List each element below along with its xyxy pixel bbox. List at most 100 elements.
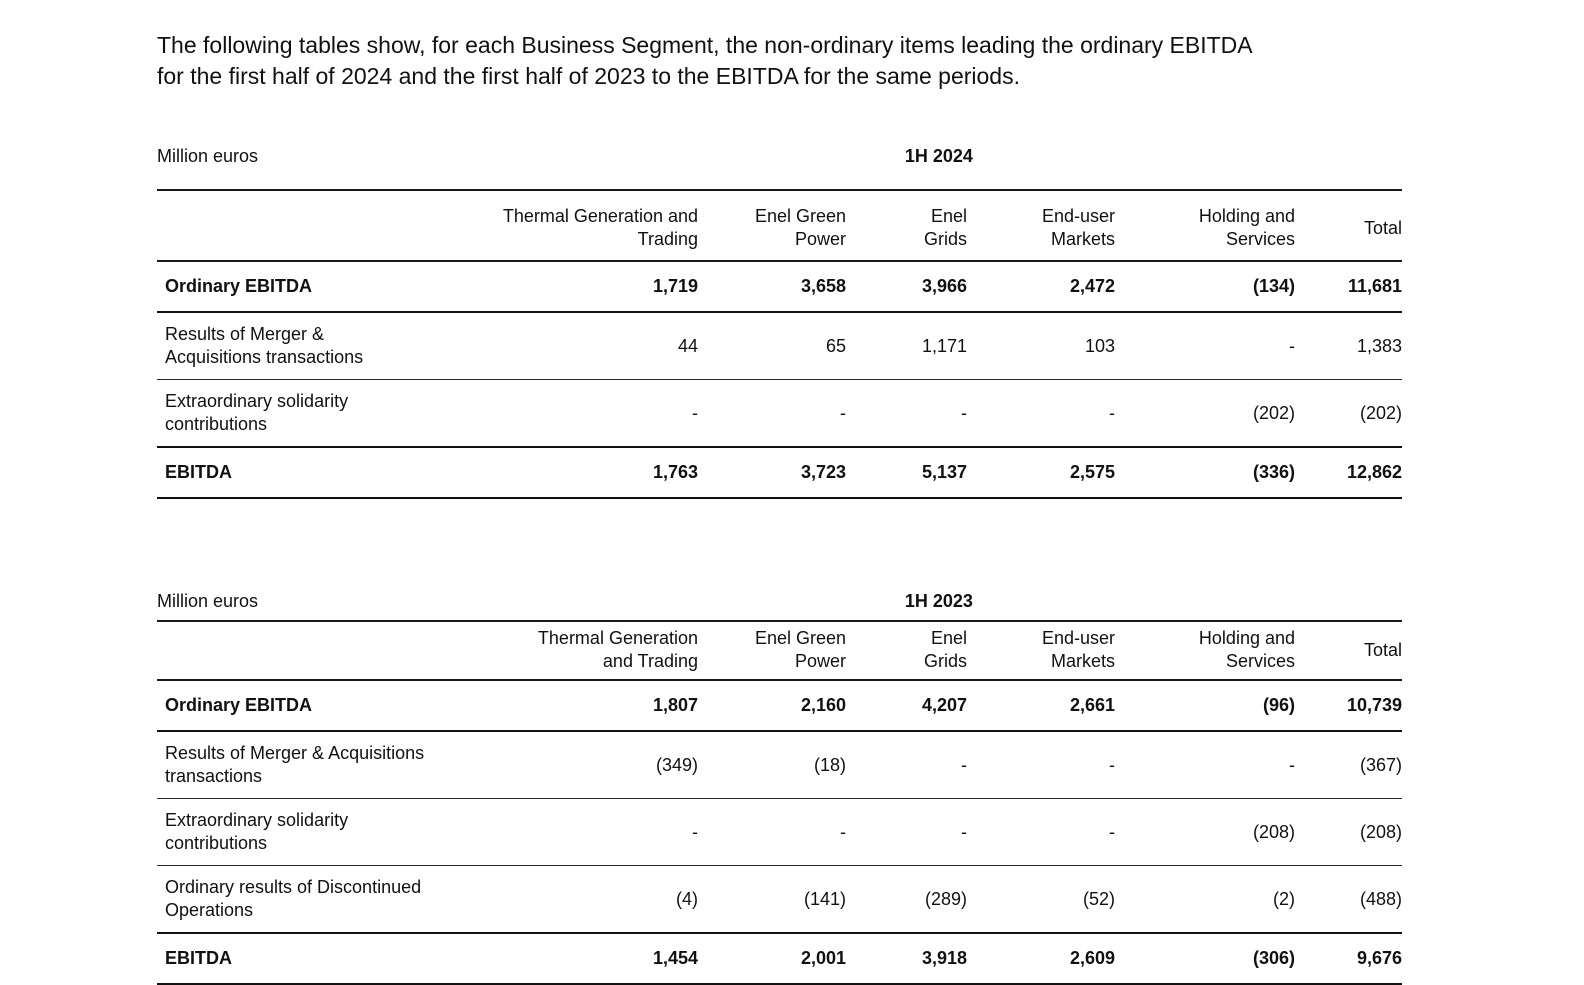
table-row: Results of Merger & Acquisitions transac… <box>157 731 1402 799</box>
cell-value: 44 <box>462 312 698 380</box>
column-header-row: Thermal Generation and Trading Enel Green… <box>157 621 1402 681</box>
cell-value: - <box>846 731 967 799</box>
cell-value: (336) <box>1115 447 1295 499</box>
cell-value: - <box>698 379 846 448</box>
cell-value: (18) <box>698 731 846 799</box>
period-label: 1H 2024 <box>904 146 973 166</box>
cell-value: 1,383 <box>1295 312 1402 380</box>
row-label: Extraordinary solidarity contributions <box>157 798 462 866</box>
row-label: Ordinary results of Discontinued Operati… <box>157 865 462 934</box>
column-header: Total <box>1295 621 1402 681</box>
cell-value: 3,723 <box>698 447 846 499</box>
row-label: Results of Merger & Acquisitions transac… <box>157 731 462 799</box>
row-label: Results of Merger & Acquisitions transac… <box>157 312 462 380</box>
cell-value: 2,575 <box>967 447 1115 499</box>
cell-value: - <box>698 798 846 866</box>
cell-value: 11,681 <box>1295 261 1402 313</box>
table-row: Results of Merger & Acquisitions transac… <box>157 312 1402 380</box>
cell-value: - <box>846 379 967 448</box>
table-row: Extraordinary solidarity contributions - -… <box>157 379 1402 448</box>
cell-value: - <box>462 798 698 866</box>
unit-label: Million euros <box>157 146 259 166</box>
cell-value: (202) <box>1295 379 1402 448</box>
cell-value: 1,763 <box>462 447 698 499</box>
cell-value: 2,661 <box>967 680 1115 732</box>
cell-value: 3,918 <box>846 933 967 985</box>
column-header-empty <box>157 621 462 681</box>
column-header: Enel Green Power <box>698 190 846 262</box>
column-header: Total <box>1295 190 1402 262</box>
cell-value: 1,719 <box>462 261 698 313</box>
row-label: Ordinary EBITDA <box>157 680 462 732</box>
cell-value: 5,137 <box>846 447 967 499</box>
cell-value: - <box>967 798 1115 866</box>
row-label: EBITDA <box>157 447 462 499</box>
cell-value: 10,739 <box>1295 680 1402 732</box>
segment-table: Million euros 1H 2023 Thermal Generation… <box>157 591 1402 985</box>
period-label: 1H 2023 <box>904 591 973 611</box>
cell-value: (367) <box>1295 731 1402 799</box>
cell-value: (141) <box>698 865 846 934</box>
segment-table: Million euros 1H 2024 Thermal Generation… <box>157 146 1402 499</box>
table-caption: Million euros 1H 2024 <box>157 146 1402 167</box>
cell-value: - <box>967 379 1115 448</box>
cell-value: 2,609 <box>967 933 1115 985</box>
cell-value: (349) <box>462 731 698 799</box>
row-label: Ordinary EBITDA <box>157 261 462 313</box>
column-header: Thermal Generation and Trading <box>462 621 698 681</box>
cell-value: (488) <box>1295 865 1402 934</box>
column-header: Holding and Services <box>1115 621 1295 681</box>
table-row: EBITDA 1,454 2,001 3,918 2,609 (306) 9,676 <box>157 933 1402 985</box>
cell-value: - <box>1115 731 1295 799</box>
cell-value: 4,207 <box>846 680 967 732</box>
cell-value: 65 <box>698 312 846 380</box>
column-header: End-user Markets <box>967 190 1115 262</box>
cell-value: 1,807 <box>462 680 698 732</box>
column-header: Thermal Generation and Trading <box>462 190 698 262</box>
cell-value: 3,966 <box>846 261 967 313</box>
cell-value: (208) <box>1115 798 1295 866</box>
table-row: Ordinary EBITDA 1,719 3,658 3,966 2,472 (134)… <box>157 261 1402 313</box>
cell-value: 103 <box>967 312 1115 380</box>
cell-value: (289) <box>846 865 967 934</box>
column-header-row: Thermal Generation and Trading Enel Green… <box>157 190 1402 262</box>
column-header: Enel Green Power <box>698 621 846 681</box>
intro-text: The following tables show, for each Busi… <box>157 32 1253 89</box>
cell-value: 1,171 <box>846 312 967 380</box>
segment-data-table: Thermal Generation and Trading Enel Green… <box>157 620 1402 985</box>
cell-value: (4) <box>462 865 698 934</box>
cell-value: - <box>462 379 698 448</box>
cell-value: - <box>967 731 1115 799</box>
column-header: End-user Markets <box>967 621 1115 681</box>
cell-value: 1,454 <box>462 933 698 985</box>
cell-value: - <box>846 798 967 866</box>
cell-value: 2,160 <box>698 680 846 732</box>
cell-value: (208) <box>1295 798 1402 866</box>
cell-value: (96) <box>1115 680 1295 732</box>
cell-value: - <box>1115 312 1295 380</box>
table-row: Extraordinary solidarity contributions - -… <box>157 798 1402 866</box>
row-label: Extraordinary solidarity contributions <box>157 379 462 448</box>
cell-value: (2) <box>1115 865 1295 934</box>
cell-value: 3,658 <box>698 261 846 313</box>
unit-label: Million euros <box>157 591 259 611</box>
segment-data-table: Thermal Generation and Trading Enel Green… <box>157 189 1402 499</box>
cell-value: 9,676 <box>1295 933 1402 985</box>
cell-value: (52) <box>967 865 1115 934</box>
cell-value: (134) <box>1115 261 1295 313</box>
table-row: EBITDA 1,763 3,723 5,137 2,575 (336) 12,862 <box>157 447 1402 499</box>
table-row: Ordinary EBITDA 1,807 2,160 4,207 2,661 (96) 1… <box>157 680 1402 732</box>
column-header: Holding and Services <box>1115 190 1295 262</box>
cell-value: 12,862 <box>1295 447 1402 499</box>
cell-value: 2,472 <box>967 261 1115 313</box>
table-caption: Million euros 1H 2023 <box>157 591 1402 612</box>
cell-value: (306) <box>1115 933 1295 985</box>
column-header: Enel Grids <box>846 621 967 681</box>
column-header: Enel Grids <box>846 190 967 262</box>
cell-value: 2,001 <box>698 933 846 985</box>
tables-container: Million euros 1H 2024 Thermal Generation… <box>157 146 1402 985</box>
row-label: EBITDA <box>157 933 462 985</box>
table-row: Ordinary results of Discontinued Operati… <box>157 865 1402 934</box>
column-header-empty <box>157 190 462 262</box>
report-page: The following tables show, for each Busi… <box>157 32 1402 985</box>
